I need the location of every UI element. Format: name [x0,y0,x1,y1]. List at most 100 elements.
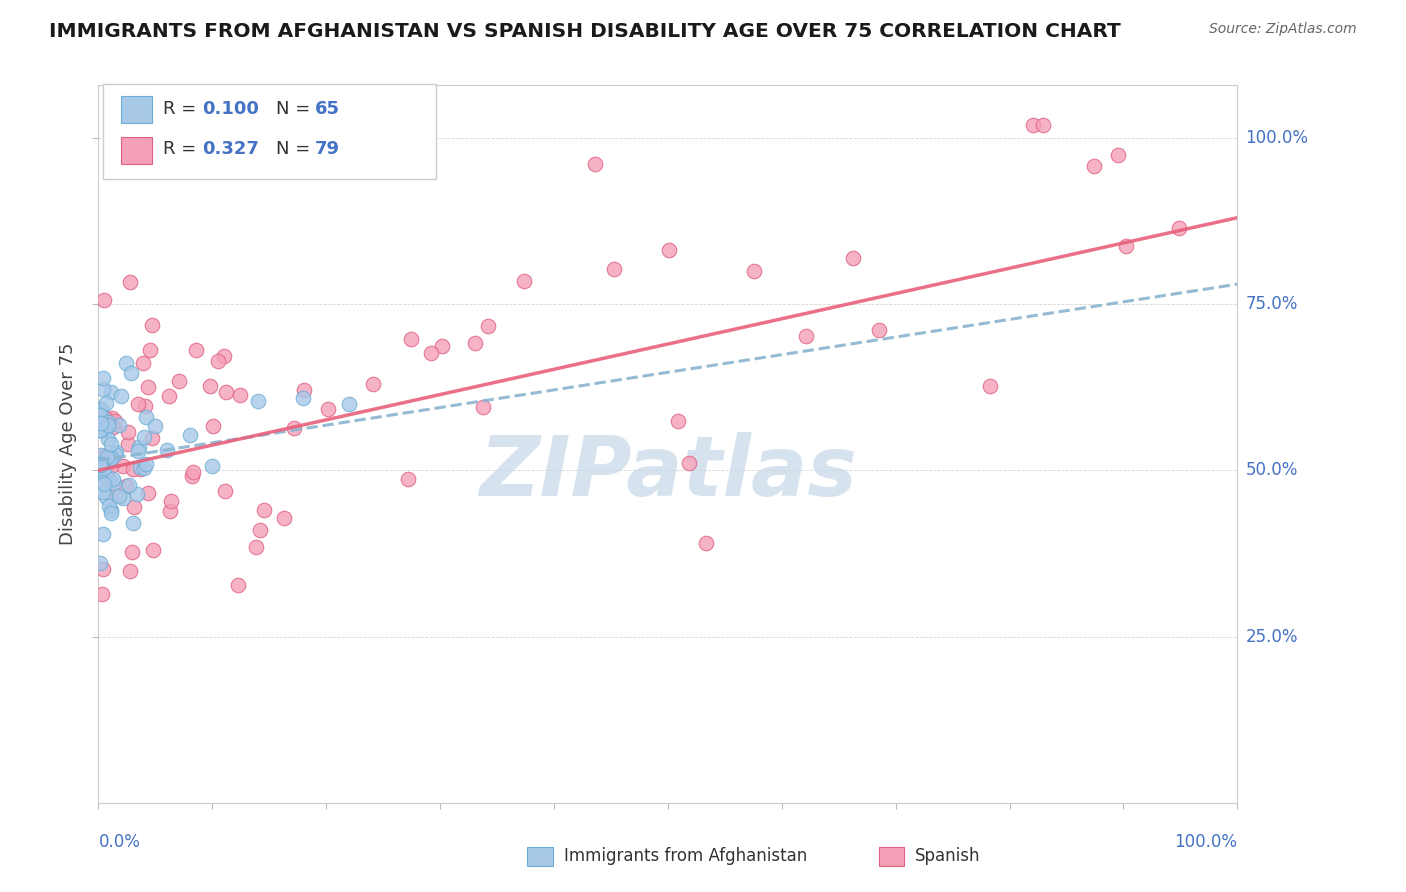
Point [93,449,115,463]
Point [603,262,626,277]
Point [249,523,271,537]
Point [1021,118,1043,132]
Point [214,484,236,499]
Text: R =: R = [163,140,202,159]
Point [869,323,891,337]
Point [112,459,135,474]
Point [117,425,139,439]
Point [477,318,499,333]
Point [179,428,201,442]
Point [157,389,180,403]
Point [90,415,112,429]
Point [184,343,207,357]
Point [103,475,125,490]
Point [124,500,146,515]
Point [104,447,127,461]
Point [90,401,112,416]
Point [252,502,274,516]
Point [97,418,120,433]
Point [396,472,419,486]
Point [108,417,131,432]
Point [97,415,120,429]
Point [695,536,717,550]
Point [108,489,131,503]
Point [135,457,157,471]
Point [89,557,111,571]
Point [90,448,112,462]
Text: 0.0%: 0.0% [98,833,141,851]
Point [96,396,118,410]
Point [229,388,252,402]
Point [111,491,134,505]
Point [121,544,143,558]
Point [89,458,111,473]
Point [100,437,122,451]
Point [94,423,117,437]
Point [97,475,120,489]
Text: 50.0%: 50.0% [1246,461,1298,479]
Text: 100.0%: 100.0% [1246,129,1309,147]
Point [118,478,141,492]
Point [658,244,681,258]
Point [1032,118,1054,132]
Point [134,460,156,475]
Point [583,157,606,171]
Text: ZIPatlas: ZIPatlas [479,432,856,513]
Point [93,467,115,481]
Point [159,494,181,508]
Text: 75.0%: 75.0% [1246,295,1298,313]
Point [93,293,115,308]
Point [207,354,229,368]
Point [159,503,181,517]
Point [979,378,1001,392]
Point [90,587,112,601]
Point [125,487,148,501]
Point [90,465,112,479]
Point [128,460,150,475]
Y-axis label: Disability Age Over 75: Disability Age Over 75 [59,343,77,545]
Point [283,421,305,435]
Point [105,488,128,502]
Point [98,500,121,514]
Point [292,383,315,397]
Point [100,385,122,400]
Text: Immigrants from Afghanistan: Immigrants from Afghanistan [564,847,807,865]
Text: 0.327: 0.327 [202,140,260,159]
Point [89,458,111,473]
Point [93,476,115,491]
Point [141,430,163,444]
Point [432,339,454,353]
Point [513,275,536,289]
Point [1107,148,1129,162]
Text: 79: 79 [315,140,340,159]
Point [399,332,422,346]
Point [91,371,114,385]
Point [115,356,138,370]
Point [420,346,443,360]
Point [121,461,143,475]
Point [842,252,865,266]
Point [169,374,191,388]
Text: N =: N = [276,100,316,118]
Point [212,350,235,364]
Point [226,578,249,592]
Point [90,416,112,430]
Point [127,444,149,458]
Point [138,485,160,500]
Point [156,442,179,457]
Point [91,485,114,500]
Point [127,397,149,411]
Point [100,503,122,517]
Point [471,401,494,415]
Text: 65: 65 [315,100,340,118]
Point [139,343,162,357]
Point [90,424,112,438]
Point [464,335,486,350]
Point [316,402,339,417]
Point [90,457,112,471]
Point [93,411,115,425]
Text: R =: R = [163,100,202,118]
Point [89,409,111,423]
Point [89,423,111,437]
Point [120,366,142,380]
